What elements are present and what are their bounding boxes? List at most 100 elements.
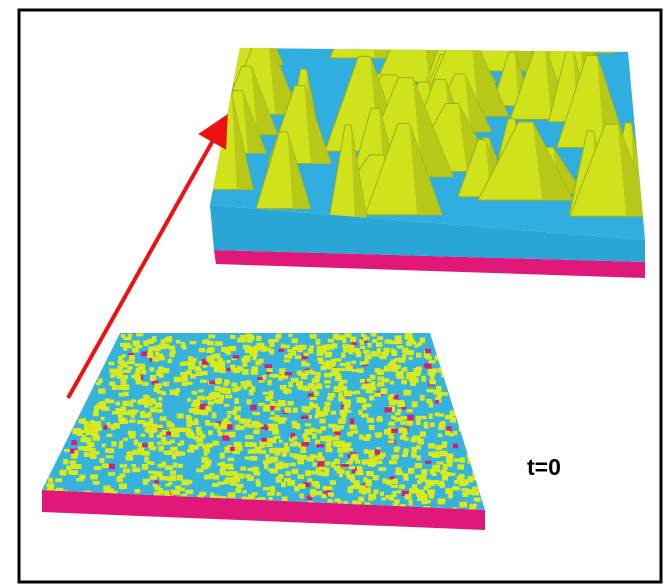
grain xyxy=(159,446,164,452)
grain xyxy=(392,491,396,497)
grain xyxy=(370,386,376,390)
grain xyxy=(227,424,232,430)
grain xyxy=(413,436,421,442)
grain xyxy=(242,362,247,367)
grain xyxy=(112,385,117,390)
grain xyxy=(441,421,445,426)
grain xyxy=(188,366,194,370)
grain xyxy=(236,368,241,371)
grain xyxy=(131,464,136,467)
grain xyxy=(403,390,411,396)
grain xyxy=(48,478,53,483)
grain xyxy=(459,502,467,508)
grain xyxy=(149,346,155,350)
grain xyxy=(245,424,252,427)
grain xyxy=(249,389,254,395)
grain xyxy=(163,490,169,493)
grain xyxy=(316,411,323,415)
grain xyxy=(369,425,375,430)
grain xyxy=(264,405,270,410)
grain xyxy=(200,434,204,437)
grain xyxy=(299,381,303,387)
grain xyxy=(377,348,381,353)
grain xyxy=(317,346,323,351)
grain xyxy=(345,410,352,413)
grain xyxy=(282,497,288,502)
grain xyxy=(284,463,289,467)
grain xyxy=(125,455,133,460)
grain xyxy=(338,392,343,397)
grain xyxy=(94,466,102,470)
grain xyxy=(188,421,192,425)
grain xyxy=(407,415,414,421)
grain xyxy=(166,432,171,436)
grain xyxy=(311,428,315,432)
grain xyxy=(227,411,232,414)
grain xyxy=(377,416,381,420)
grain xyxy=(317,350,324,355)
grain xyxy=(387,480,393,486)
grain xyxy=(475,498,481,502)
grain xyxy=(390,367,397,372)
grain xyxy=(111,441,116,446)
grain xyxy=(175,486,181,490)
grain xyxy=(330,480,336,485)
grain xyxy=(264,463,268,469)
grain xyxy=(274,407,280,410)
grain xyxy=(280,417,287,420)
grain xyxy=(205,420,210,426)
grain xyxy=(215,353,221,358)
grain xyxy=(406,421,413,426)
grain xyxy=(121,384,129,390)
grain xyxy=(187,382,193,385)
grain xyxy=(123,369,131,372)
grain xyxy=(138,447,145,452)
grain xyxy=(119,441,123,446)
grain xyxy=(288,334,292,337)
grain xyxy=(325,385,330,388)
grain xyxy=(395,471,403,475)
grain xyxy=(129,435,136,438)
grain xyxy=(95,426,102,431)
grain xyxy=(226,368,230,371)
grain xyxy=(373,475,379,480)
grain xyxy=(256,336,261,341)
grain xyxy=(135,489,141,493)
grain xyxy=(242,369,248,375)
grain xyxy=(180,362,186,366)
grain xyxy=(238,426,244,430)
grain xyxy=(173,428,178,434)
grain xyxy=(94,421,102,426)
grain xyxy=(318,452,322,457)
grain xyxy=(312,433,317,439)
grain xyxy=(196,427,201,433)
grain xyxy=(378,454,384,459)
grain xyxy=(415,370,421,375)
grain xyxy=(144,404,148,407)
grain xyxy=(119,483,127,489)
grain xyxy=(221,462,225,466)
grain xyxy=(429,380,436,385)
grain xyxy=(180,441,184,446)
grain xyxy=(368,494,376,500)
grain xyxy=(341,353,345,359)
grain xyxy=(235,387,242,390)
grain xyxy=(148,339,152,344)
grain xyxy=(248,449,256,453)
grain xyxy=(209,393,217,399)
grain xyxy=(246,380,252,385)
grain xyxy=(378,467,386,471)
grain xyxy=(160,416,167,421)
grain xyxy=(436,445,443,450)
grain xyxy=(420,338,425,344)
grain xyxy=(350,425,357,430)
grain xyxy=(401,368,407,372)
grain xyxy=(170,447,177,451)
grain xyxy=(231,383,237,387)
grain xyxy=(285,447,289,453)
grain xyxy=(128,431,136,435)
grain xyxy=(261,438,267,442)
grain xyxy=(344,391,352,397)
grain xyxy=(453,431,457,435)
grain xyxy=(325,406,329,410)
